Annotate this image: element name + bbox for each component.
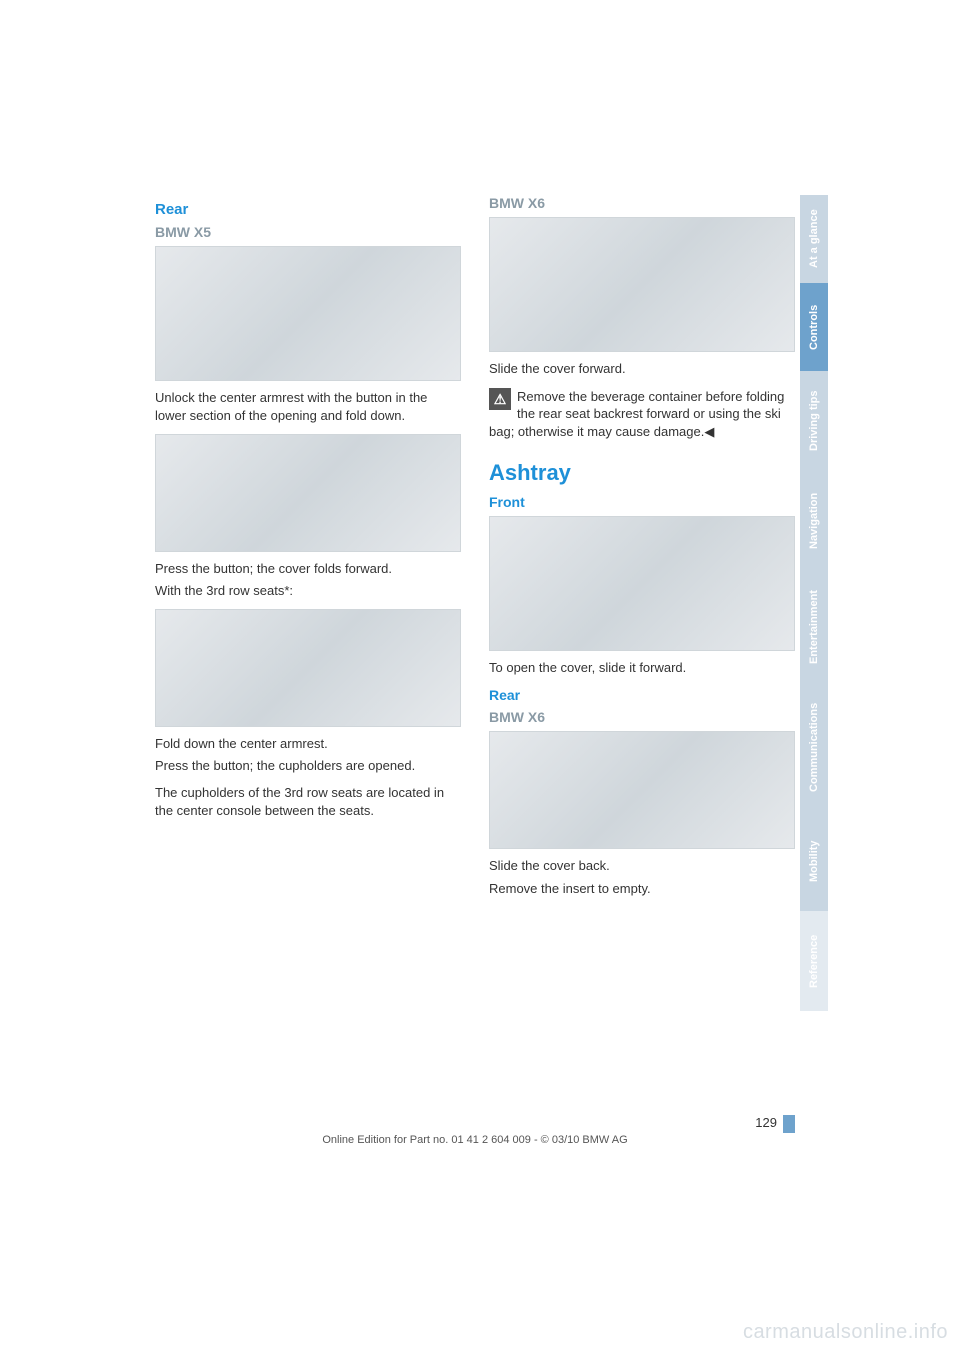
figure-x5-3rd-row	[155, 609, 461, 727]
tab-mobility[interactable]: Mobility	[800, 811, 828, 911]
tab-driving-tips[interactable]: Driving tips	[800, 371, 828, 471]
paragraph: Fold down the center armrest.	[155, 735, 461, 753]
paragraph: Press the button; the cupholders are ope…	[155, 757, 461, 775]
figure-ashtray-rear-x6	[489, 731, 795, 849]
tab-communications[interactable]: Communications	[800, 683, 828, 811]
figure-x5-cover-button	[155, 434, 461, 552]
tab-reference[interactable]: Reference	[800, 911, 828, 1011]
watermark: carmanualsonline.info	[743, 1321, 948, 1344]
figure-x5-armrest	[155, 246, 461, 381]
heading-ashtray: Ashtray	[489, 460, 795, 486]
tab-at-a-glance[interactable]: At a glance	[800, 195, 828, 283]
page-number-bar	[783, 1115, 795, 1133]
left-column: Rear BMW X5 Unlock the center armrest wi…	[155, 195, 461, 908]
figure-ashtray-front	[489, 516, 795, 651]
figure-x6-cover-forward	[489, 217, 795, 352]
heading-bmw-x6-2: BMW X6	[489, 709, 795, 725]
tab-entertainment[interactable]: Entertainment	[800, 571, 828, 683]
heading-rear-2: Rear	[489, 687, 795, 703]
heading-bmw-x6: BMW X6	[489, 195, 795, 211]
tab-controls[interactable]: Controls	[800, 283, 828, 371]
content-area: Rear BMW X5 Unlock the center armrest wi…	[155, 195, 795, 908]
heading-front: Front	[489, 494, 795, 510]
warning-text: Remove the beverage container before fol…	[489, 389, 784, 439]
warning-icon	[489, 388, 511, 410]
heading-bmw-x5: BMW X5	[155, 224, 461, 240]
warning-note: Remove the beverage container before fol…	[489, 388, 795, 441]
paragraph: Slide the cover forward.	[489, 360, 795, 378]
right-column: BMW X6 Slide the cover forward. Remove t…	[489, 195, 795, 908]
page-number-block: 129	[155, 1115, 795, 1133]
page-number: 129	[755, 1115, 779, 1130]
heading-rear: Rear	[155, 201, 461, 218]
paragraph: Remove the insert to empty.	[489, 880, 795, 898]
paragraph: With the 3rd row seats*:	[155, 582, 461, 600]
paragraph: Slide the cover back.	[489, 857, 795, 875]
tab-navigation[interactable]: Navigation	[800, 471, 828, 571]
paragraph: Press the button; the cover folds forwar…	[155, 560, 461, 578]
footer-line: Online Edition for Part no. 01 41 2 604 …	[155, 1134, 795, 1146]
side-tabs: At a glance Controls Driving tips Naviga…	[800, 195, 828, 1011]
paragraph: The cupholders of the 3rd row seats are …	[155, 784, 461, 819]
paragraph: Unlock the center armrest with the butto…	[155, 389, 461, 424]
paragraph: To open the cover, slide it forward.	[489, 659, 795, 677]
